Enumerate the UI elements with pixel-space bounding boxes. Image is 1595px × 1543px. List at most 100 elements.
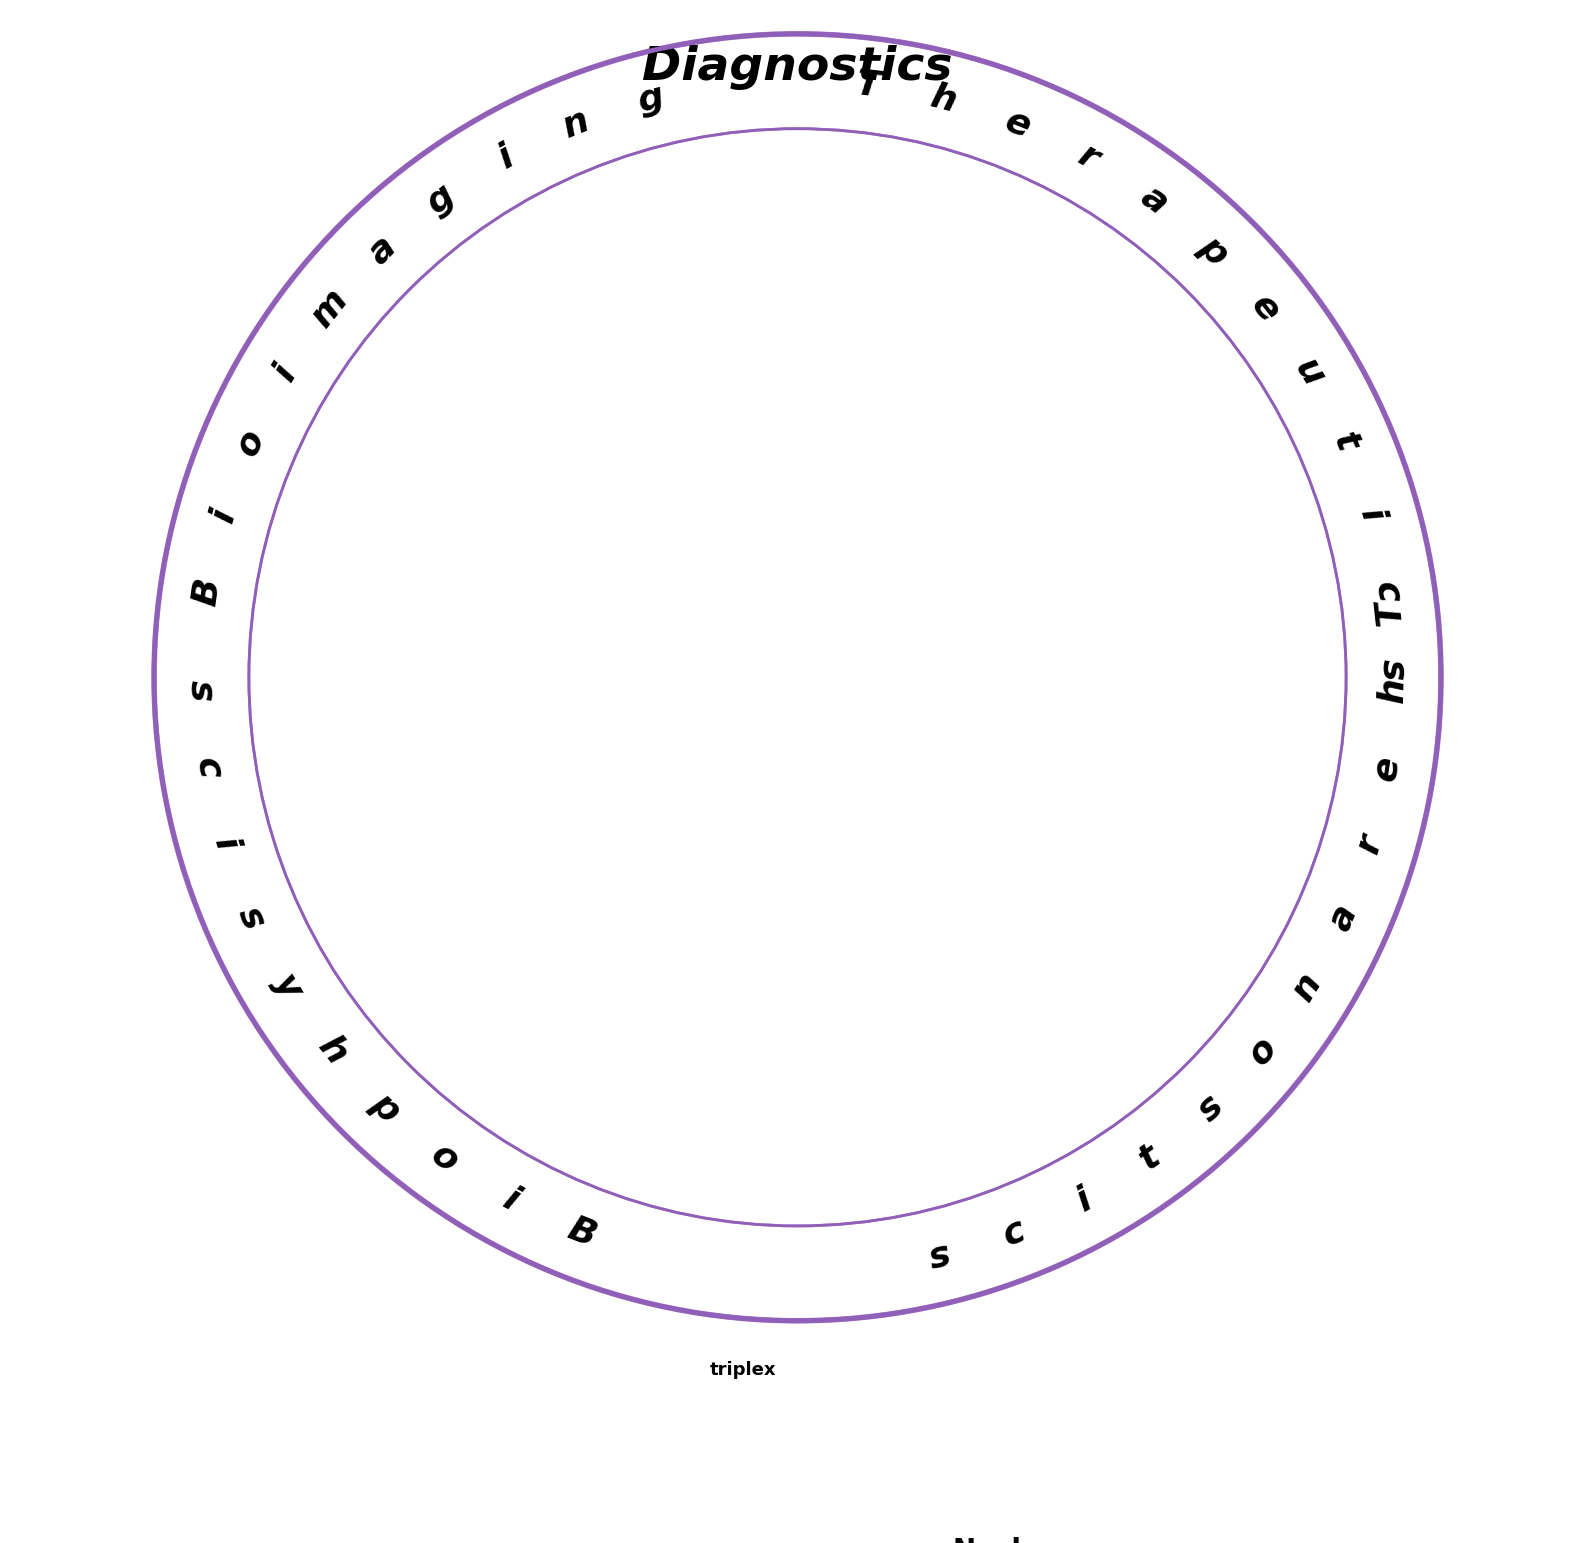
- Text: i: i: [1070, 1182, 1097, 1217]
- Circle shape: [815, 566, 826, 577]
- Circle shape: [386, 838, 407, 858]
- Circle shape: [649, 722, 660, 733]
- Circle shape: [648, 673, 668, 693]
- Circle shape: [391, 912, 402, 923]
- Circle shape: [850, 705, 861, 716]
- Circle shape: [270, 946, 290, 967]
- Text: Cell membrane permeability: Cell membrane permeability: [215, 258, 502, 276]
- Circle shape: [478, 810, 502, 833]
- Circle shape: [981, 741, 992, 753]
- Circle shape: [1140, 676, 1152, 687]
- Circle shape: [1338, 909, 1364, 934]
- Circle shape: [437, 733, 458, 755]
- Circle shape: [1268, 795, 1279, 805]
- Circle shape: [657, 716, 683, 741]
- Circle shape: [1239, 836, 1260, 856]
- Circle shape: [451, 667, 463, 677]
- Polygon shape: [1230, 849, 1258, 884]
- Circle shape: [756, 702, 766, 714]
- Circle shape: [1329, 1006, 1349, 1026]
- Circle shape: [683, 622, 703, 643]
- Circle shape: [286, 819, 309, 844]
- Circle shape: [308, 875, 329, 896]
- Circle shape: [247, 878, 273, 903]
- Circle shape: [1002, 750, 1026, 775]
- Circle shape: [1207, 799, 1228, 819]
- Circle shape: [676, 577, 687, 588]
- Text: Nucleic acids targets: Nucleic acids targets: [750, 878, 981, 896]
- Circle shape: [509, 630, 533, 654]
- Circle shape: [1309, 850, 1319, 861]
- Circle shape: [472, 821, 483, 832]
- Circle shape: [943, 727, 954, 738]
- Circle shape: [1002, 605, 1013, 616]
- Circle shape: [528, 625, 539, 636]
- Circle shape: [1246, 768, 1257, 779]
- Circle shape: [860, 705, 884, 730]
- Text: e: e: [1244, 289, 1287, 329]
- Circle shape: [356, 812, 376, 832]
- Circle shape: [589, 596, 612, 620]
- Text: r: r: [1072, 137, 1105, 176]
- Circle shape: [341, 753, 365, 778]
- Circle shape: [1163, 880, 1174, 890]
- Circle shape: [697, 707, 723, 731]
- FancyArrow shape: [785, 663, 810, 833]
- Circle shape: [357, 971, 368, 981]
- Circle shape: [545, 667, 566, 687]
- Circle shape: [762, 613, 783, 634]
- Polygon shape: [485, 842, 514, 878]
- Circle shape: [463, 830, 474, 841]
- Circle shape: [1034, 1089, 1050, 1105]
- Circle shape: [499, 793, 525, 818]
- Ellipse shape: [351, 861, 648, 1225]
- Circle shape: [1093, 810, 1116, 833]
- Circle shape: [577, 697, 598, 717]
- Circle shape: [796, 702, 807, 713]
- Circle shape: [793, 699, 817, 724]
- Circle shape: [1230, 824, 1250, 844]
- Circle shape: [620, 637, 641, 659]
- Polygon shape: [553, 944, 581, 980]
- Circle shape: [699, 620, 719, 640]
- Circle shape: [769, 702, 780, 713]
- Circle shape: [322, 781, 333, 792]
- Circle shape: [1227, 983, 1238, 994]
- Circle shape: [412, 755, 432, 775]
- Circle shape: [530, 992, 577, 1040]
- Circle shape: [517, 680, 538, 702]
- Circle shape: [1107, 821, 1118, 832]
- Circle shape: [429, 856, 455, 881]
- FancyArrow shape: [770, 663, 825, 833]
- Circle shape: [357, 742, 368, 755]
- Circle shape: [619, 728, 643, 753]
- Text: o: o: [230, 424, 271, 460]
- Text: u: u: [1289, 353, 1330, 392]
- Circle shape: [1241, 910, 1262, 930]
- Circle shape: [510, 785, 536, 809]
- Circle shape: [900, 713, 924, 738]
- Circle shape: [1112, 657, 1123, 668]
- Circle shape: [643, 583, 654, 594]
- Circle shape: [656, 577, 679, 602]
- Circle shape: [1322, 991, 1343, 1011]
- Circle shape: [1102, 818, 1126, 842]
- Circle shape: [605, 591, 630, 614]
- Polygon shape: [211, 576, 1384, 1043]
- Circle shape: [1314, 863, 1338, 887]
- Circle shape: [1233, 755, 1244, 767]
- Circle shape: [1238, 1008, 1249, 1020]
- Circle shape: [936, 583, 947, 594]
- Circle shape: [410, 697, 421, 708]
- Circle shape: [475, 705, 496, 727]
- Wedge shape: [249, 677, 1346, 1227]
- Circle shape: [448, 836, 472, 861]
- Circle shape: [199, 989, 223, 1014]
- Circle shape: [1305, 946, 1325, 967]
- Circle shape: [276, 833, 300, 858]
- Circle shape: [493, 804, 504, 815]
- Ellipse shape: [689, 1125, 1340, 1503]
- Circle shape: [311, 795, 322, 805]
- Circle shape: [624, 731, 635, 742]
- Circle shape: [1034, 926, 1050, 943]
